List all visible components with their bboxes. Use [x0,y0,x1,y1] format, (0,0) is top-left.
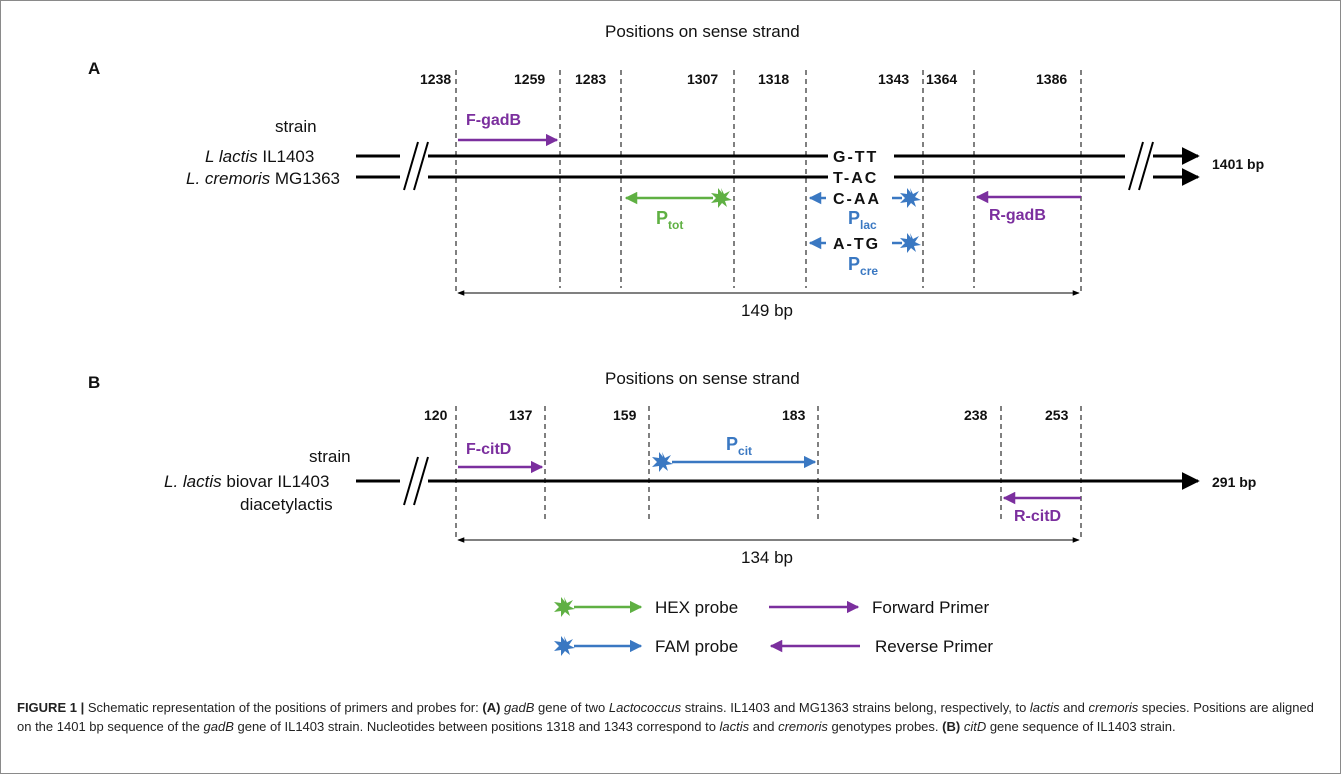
fam-star-icon [652,452,673,472]
pos-label-253: 253 [1045,407,1069,423]
legend-reverse-label: Reverse Primer [875,637,993,656]
pos-label-183: 183 [782,407,806,423]
pos-label-1259: 1259 [514,71,545,87]
position-guides-b [455,406,1082,540]
panel-b: Positions on sense strand B 120 137 159 … [88,369,1256,567]
seq-bottom: T-AC [833,170,878,187]
pos-label-1364: 1364 [926,71,957,87]
strain2-label: L. cremoris MG1363 [186,169,340,188]
pos-label-1386: 1386 [1036,71,1067,87]
panel-a-letter: A [88,59,100,78]
strain-header-b: strain [309,447,351,466]
p-lac-seq: C-AA [833,191,881,208]
strain-b-label: L. lactis biovar IL1403 [164,472,329,491]
length-label-b: 291 bp [1212,474,1256,490]
strain-b-label-line2: diacetylactis [240,495,333,514]
r-citd-label: R-citD [1014,508,1061,525]
figure-label: FIGURE 1 | [17,700,85,715]
fam-star-icon [900,233,921,253]
p-cit-label: Pcit [726,434,752,458]
seq-bottom-bg [828,167,894,187]
break-mark-right-a [1125,140,1154,192]
seq-top-bg [828,146,894,166]
pos-label-1343: 1343 [878,71,909,87]
pos-label-159: 159 [613,407,637,423]
fam-star-icon [554,636,575,656]
primer-probe-diagram: Positions on sense strand A 1238 1259 12… [88,22,1264,656]
pos-label-1238: 1238 [420,71,451,87]
pos-label-1307: 1307 [687,71,718,87]
break-mark-left-a [400,140,429,192]
length-label-a: 1401 bp [1212,156,1264,172]
position-guides-a [455,70,1082,293]
panel-b-letter: B [88,373,100,392]
figure-caption: FIGURE 1 | Schematic representation of t… [17,700,1314,734]
hex-star-icon [711,188,732,208]
hex-star-icon [554,597,575,617]
break-mark-left-b [400,455,429,507]
r-gadb-label: R-gadB [989,207,1046,224]
fam-star-icon [900,188,921,208]
panel-a: Positions on sense strand A 1238 1259 12… [88,22,1264,320]
p-cre-seq: A-TG [833,236,880,253]
legend-hex-label: HEX probe [655,598,738,617]
legend-fam-label: FAM probe [655,637,738,656]
f-gadb-label: F-gadB [466,112,521,129]
legend-forward-label: Forward Primer [872,598,989,617]
pos-label-120: 120 [424,407,448,423]
f-citd-label: F-citD [466,441,511,458]
span-label-a: 149 bp [741,301,793,320]
p-cre-label: Pcre [848,254,878,278]
strain-header-a: strain [275,117,317,136]
p-tot-label: Ptot [656,208,683,232]
panel-b-heading: Positions on sense strand [605,369,800,388]
strain1-label: L lactis IL1403 [205,147,314,166]
pos-label-238: 238 [964,407,988,423]
legend: HEX probe FAM probe Forward Primer Rever… [554,597,993,656]
p-lac-label: Plac [848,208,877,232]
pos-label-1318: 1318 [758,71,789,87]
span-label-b: 134 bp [741,548,793,567]
pos-label-1283: 1283 [575,71,606,87]
pos-label-137: 137 [509,407,533,423]
panel-a-heading: Positions on sense strand [605,22,800,41]
seq-top: G-TT [833,149,878,166]
